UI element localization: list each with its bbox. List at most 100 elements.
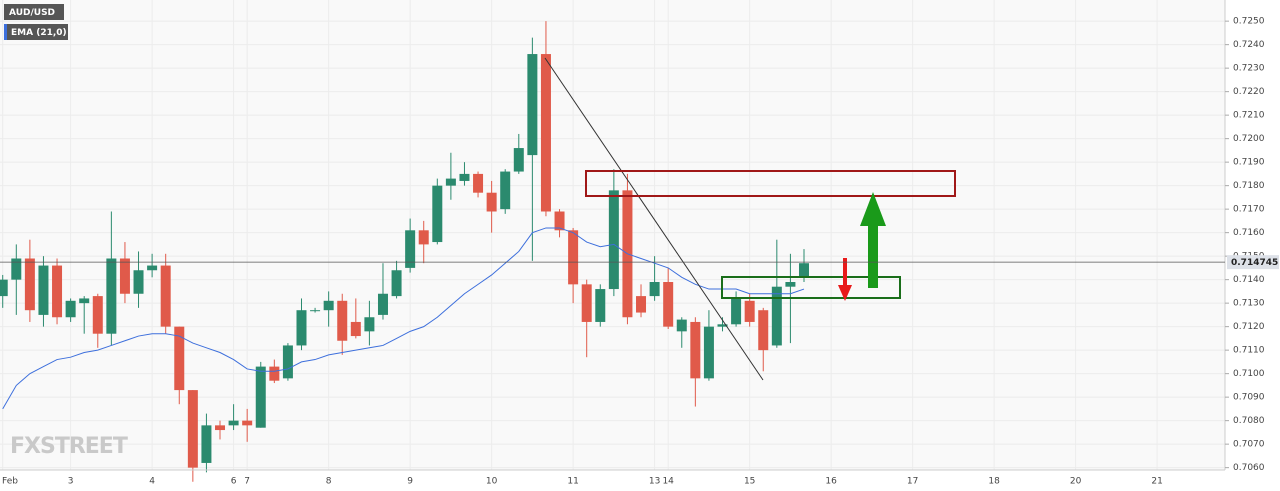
resistance-box <box>585 170 956 197</box>
y-tick-label: 0.7200 <box>1233 134 1265 144</box>
watermark: FXSTREET <box>10 434 128 459</box>
candle-body <box>391 270 402 297</box>
candle-body <box>242 420 253 426</box>
x-tick-label: 8 <box>326 477 332 487</box>
candle-body <box>24 258 35 311</box>
candle-body <box>174 326 185 391</box>
x-tick-label: 15 <box>744 477 755 487</box>
candle-body <box>65 300 76 318</box>
y-tick-label: 0.7080 <box>1233 416 1265 426</box>
candle-body <box>255 366 266 428</box>
candle-body <box>350 321 361 337</box>
candle-body <box>527 54 538 156</box>
candle-body <box>160 265 171 327</box>
y-tick-label: 0.7120 <box>1233 322 1265 332</box>
x-tick-label: 10 <box>486 477 498 487</box>
candle-body <box>758 310 769 351</box>
candle-body <box>11 258 22 280</box>
y-tick-label: 0.7230 <box>1233 64 1265 74</box>
candle-body <box>418 230 429 245</box>
x-tick-label: 11 <box>567 477 578 487</box>
up-arrow <box>860 192 886 288</box>
y-tick-label: 0.7070 <box>1233 440 1265 450</box>
candle-body <box>581 284 592 322</box>
last-price-box <box>1227 255 1279 270</box>
candle-body <box>432 185 443 243</box>
x-tick-label: 9 <box>407 477 413 487</box>
y-tick-label: 0.7240 <box>1233 40 1265 50</box>
candle-body <box>445 178 456 186</box>
candle-body <box>731 298 742 325</box>
candle-body <box>106 258 117 334</box>
candle-body <box>201 425 212 463</box>
y-tick-label: 0.7250 <box>1233 17 1265 27</box>
candle-body <box>717 324 728 327</box>
candle-body <box>364 317 375 332</box>
y-tick-label: 0.7110 <box>1233 346 1265 356</box>
candle-body <box>649 282 660 297</box>
y-tick-label: 0.7180 <box>1233 181 1265 191</box>
candle-body <box>459 173 470 181</box>
candle-body <box>296 310 307 346</box>
candle-body <box>337 300 348 341</box>
candle-body <box>486 192 497 212</box>
y-tick-label: 0.7090 <box>1233 393 1265 403</box>
candle-body <box>79 298 90 304</box>
candle-body <box>147 265 158 271</box>
candle-body <box>38 265 49 315</box>
candle-body <box>377 293 388 315</box>
candle-body <box>798 263 809 278</box>
candle-body <box>676 319 687 332</box>
y-tick-label: 0.7190 <box>1233 158 1265 168</box>
candle-body <box>771 286 782 346</box>
y-tick-label: 0.7160 <box>1233 228 1265 238</box>
y-tick-label: 0.7100 <box>1233 369 1265 379</box>
candle-body <box>52 265 63 318</box>
x-tick-label: 3 <box>68 477 74 487</box>
support-box <box>721 276 901 299</box>
x-tick-label: 4 <box>149 477 155 487</box>
x-tick-label: 7 <box>244 477 250 487</box>
candle-body <box>323 300 334 311</box>
candle-body <box>663 282 674 327</box>
x-tick-label: Feb <box>2 477 18 487</box>
x-tick-label: 20 <box>1070 477 1082 487</box>
y-tick-label: 0.7130 <box>1233 299 1265 309</box>
candle-body <box>540 54 551 212</box>
legend-ema-box <box>4 24 68 40</box>
candle-body <box>500 171 511 210</box>
candle-body <box>119 258 130 294</box>
candle-body <box>187 390 198 468</box>
candle-body <box>554 211 565 231</box>
ema-line <box>2 227 805 410</box>
candle-body <box>133 270 144 294</box>
candle-body <box>269 366 280 381</box>
candle-body <box>228 420 239 426</box>
y-tick-label: 0.7140 <box>1233 275 1265 285</box>
marks <box>0 21 809 482</box>
candle-body <box>636 296 647 313</box>
last-price-label: 0.714745 <box>1231 258 1278 268</box>
down-arrow <box>838 258 852 301</box>
y-tick-label: 0.7170 <box>1233 205 1265 215</box>
y-tick-label: 0.7210 <box>1233 111 1265 121</box>
trend-line <box>544 57 764 381</box>
x-tick-label: 18 <box>988 477 1000 487</box>
x-tick-label: 16 <box>825 477 837 487</box>
candle-body <box>690 321 701 379</box>
x-tick-label: 13 <box>649 477 660 487</box>
candle-body <box>310 310 321 312</box>
candle-body <box>513 148 524 172</box>
candle-body <box>568 230 579 285</box>
candle-body <box>282 345 293 379</box>
candle-body <box>405 230 416 268</box>
candle-body <box>215 425 226 431</box>
candle-body <box>92 296 103 334</box>
legend-symbol-box <box>4 4 64 20</box>
candle-body <box>595 289 606 322</box>
candle-body <box>785 282 796 287</box>
candle-body <box>608 190 619 290</box>
candle-body <box>0 279 8 297</box>
legend-label: AUD/USD <box>9 8 55 18</box>
